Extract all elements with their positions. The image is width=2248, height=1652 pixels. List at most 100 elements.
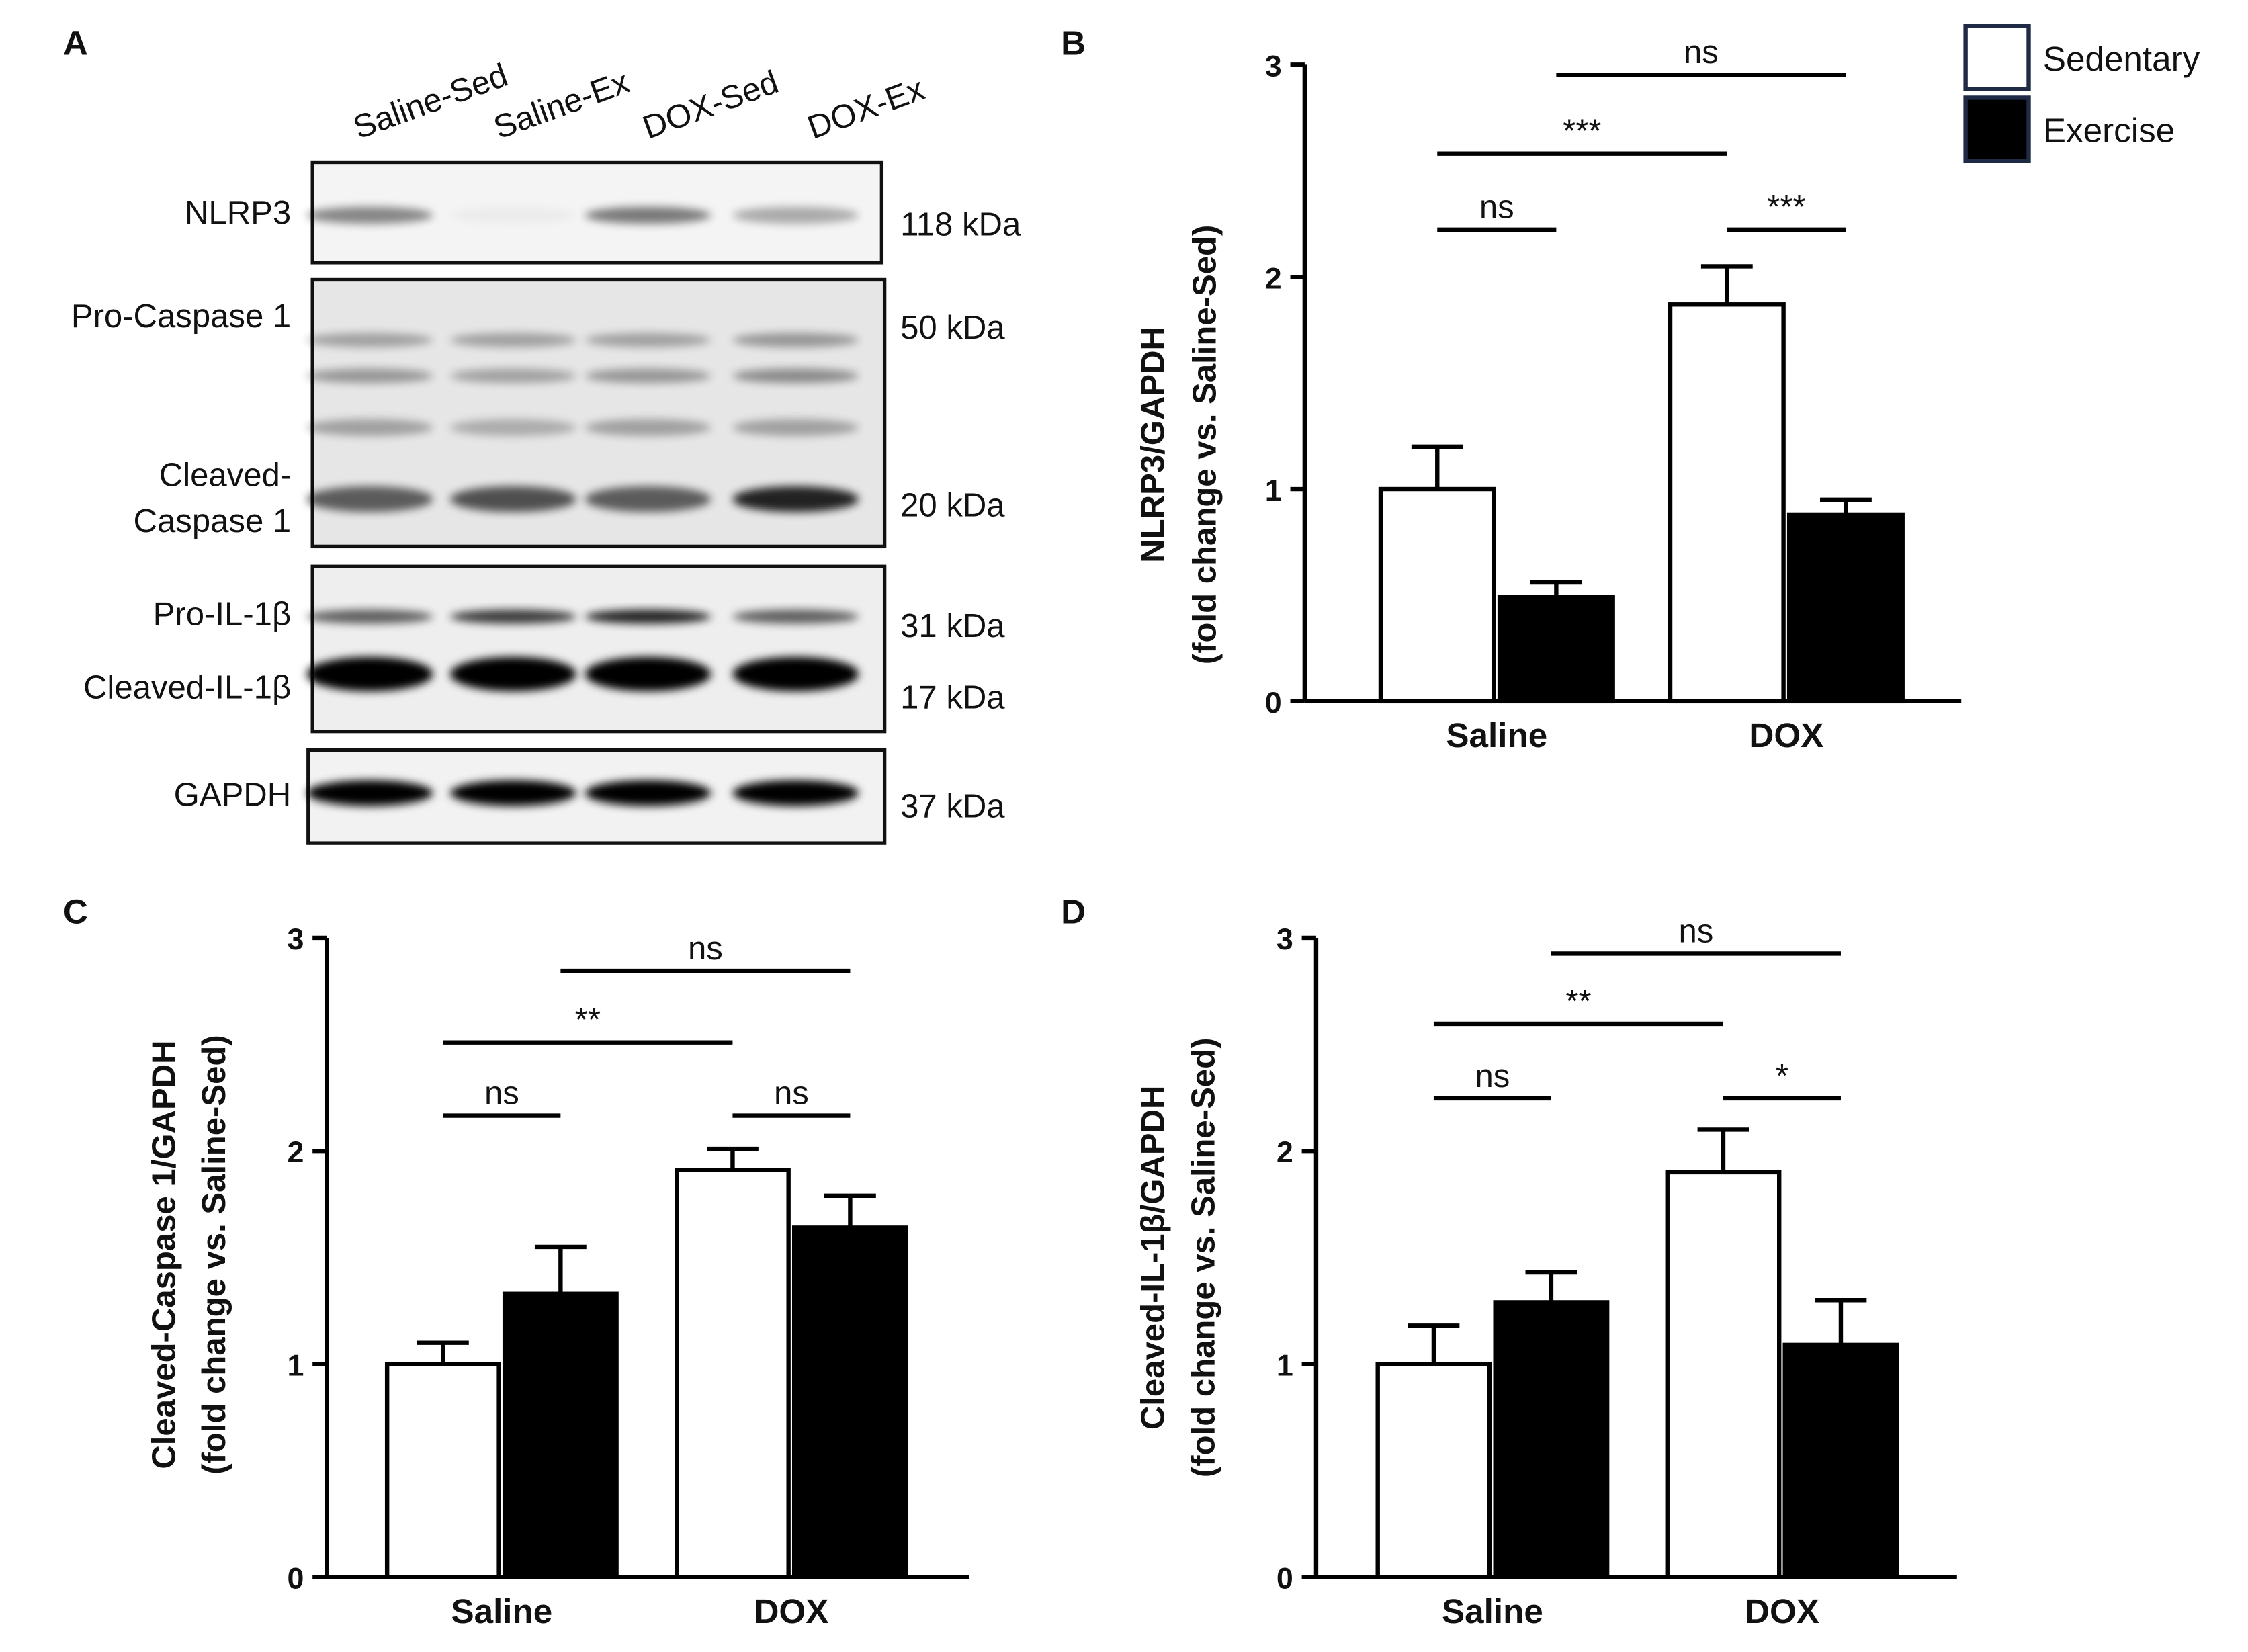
band bbox=[585, 656, 711, 691]
band bbox=[732, 368, 859, 384]
panel-label: C bbox=[63, 893, 88, 931]
band bbox=[450, 333, 576, 347]
y-tick-label: 2 bbox=[1265, 261, 1282, 295]
y-tick-label: 1 bbox=[287, 1349, 304, 1383]
significance-label: ns bbox=[1475, 1058, 1510, 1094]
y-tick-label: 2 bbox=[1277, 1135, 1293, 1169]
lane-label: Saline-Sed bbox=[349, 57, 513, 146]
x-tick-label: Saline bbox=[1446, 716, 1547, 754]
band bbox=[732, 780, 859, 806]
band bbox=[732, 656, 859, 691]
band bbox=[585, 333, 711, 347]
legend-label: Exercise bbox=[2043, 112, 2175, 150]
band bbox=[585, 206, 711, 224]
band bbox=[732, 609, 859, 624]
band bbox=[450, 207, 576, 224]
band bbox=[732, 206, 859, 224]
band bbox=[585, 609, 711, 624]
x-tick-label: Saline bbox=[451, 1592, 552, 1631]
x-tick-label: DOX bbox=[754, 1592, 828, 1631]
significance-label: ns bbox=[1679, 913, 1714, 949]
y-axis-label: Cleaved-Caspase 1/GAPDH bbox=[146, 1040, 182, 1469]
significance-label: ns bbox=[688, 930, 723, 967]
bar bbox=[1665, 1170, 1782, 1579]
band bbox=[450, 486, 576, 513]
x-tick-label: DOX bbox=[1749, 716, 1823, 754]
legend-label: Sedentary bbox=[2043, 40, 2200, 78]
band bbox=[306, 486, 433, 513]
protein-label: Pro-IL-1β bbox=[153, 597, 292, 633]
y-tick-label: 0 bbox=[1277, 1562, 1293, 1596]
x-tick-label: Saline bbox=[1442, 1592, 1543, 1631]
panel-label: D bbox=[1061, 893, 1086, 931]
significance-label: ns bbox=[1479, 189, 1514, 226]
lane-label: DOX-Ex bbox=[803, 71, 929, 146]
y-axis-label: (fold change vs. Saline-Sed) bbox=[1187, 225, 1223, 665]
panel-label: B bbox=[1061, 24, 1086, 62]
significance-label: ns bbox=[774, 1075, 809, 1111]
y-axis-label: (fold change vs. Saline-Sed) bbox=[196, 1035, 232, 1475]
y-tick-label: 0 bbox=[287, 1562, 304, 1596]
band bbox=[450, 419, 576, 437]
marker-label: 17 kDa bbox=[900, 680, 1005, 716]
significance-label: ns bbox=[484, 1075, 519, 1111]
legend-swatch bbox=[1963, 95, 2031, 163]
bar bbox=[1493, 1300, 1610, 1579]
x-tick-label: DOX bbox=[1745, 1592, 1819, 1631]
y-axis-label: Cleaved-IL-1β/GAPDH bbox=[1135, 1085, 1172, 1430]
band bbox=[450, 780, 576, 806]
marker-label: 20 kDa bbox=[900, 488, 1005, 524]
blot-box bbox=[310, 564, 887, 734]
marker-label: 37 kDa bbox=[900, 789, 1005, 825]
y-tick-label: 2 bbox=[287, 1135, 304, 1169]
bar bbox=[1782, 1342, 1899, 1579]
marker-label: 50 kDa bbox=[900, 310, 1005, 346]
lane-label: Saline-Ex bbox=[489, 64, 634, 146]
significance-label: *** bbox=[1563, 114, 1601, 150]
y-tick-label: 1 bbox=[1277, 1349, 1293, 1383]
panel-label: A bbox=[63, 24, 88, 62]
protein-label: NLRP3 bbox=[185, 195, 291, 231]
protein-label: GAPDH bbox=[174, 777, 292, 814]
protein-label: Caspase 1 bbox=[134, 503, 292, 539]
band bbox=[585, 419, 711, 437]
bar bbox=[502, 1291, 619, 1579]
y-tick-label: 1 bbox=[1265, 474, 1282, 507]
band bbox=[585, 368, 711, 384]
significance-label: ** bbox=[1565, 984, 1591, 1020]
bar bbox=[791, 1225, 908, 1579]
y-tick-label: 0 bbox=[1265, 686, 1282, 720]
y-axis-label: (fold change vs. Saline-Sed) bbox=[1185, 1038, 1221, 1478]
significance-label: ns bbox=[1684, 34, 1719, 71]
bar bbox=[675, 1168, 791, 1579]
bar bbox=[1497, 595, 1615, 704]
y-tick-label: 3 bbox=[1265, 49, 1282, 83]
y-axis-label: NLRP3/GAPDH bbox=[1135, 327, 1172, 563]
significance-label: * bbox=[1776, 1058, 1788, 1094]
band bbox=[450, 368, 576, 384]
band bbox=[732, 486, 859, 513]
y-tick-label: 3 bbox=[287, 922, 304, 956]
protein-label: Cleaved-IL-1β bbox=[83, 670, 291, 706]
significance-label: *** bbox=[1767, 189, 1805, 226]
marker-label: 31 kDa bbox=[900, 608, 1005, 644]
band bbox=[450, 656, 576, 691]
band bbox=[306, 333, 433, 347]
band bbox=[306, 609, 433, 624]
protein-label: Pro-Caspase 1 bbox=[71, 298, 291, 335]
band bbox=[306, 780, 433, 806]
legend-swatch bbox=[1963, 24, 2031, 91]
bar bbox=[1375, 1362, 1492, 1579]
band bbox=[306, 656, 433, 691]
band bbox=[306, 419, 433, 437]
band bbox=[732, 419, 859, 437]
band bbox=[585, 486, 711, 513]
band bbox=[732, 333, 859, 347]
significance-label: ** bbox=[575, 1002, 601, 1039]
bar bbox=[384, 1362, 501, 1579]
bar bbox=[1668, 302, 1786, 704]
band bbox=[450, 609, 576, 624]
protein-label: Cleaved- bbox=[159, 458, 291, 494]
bar bbox=[1786, 512, 1905, 704]
